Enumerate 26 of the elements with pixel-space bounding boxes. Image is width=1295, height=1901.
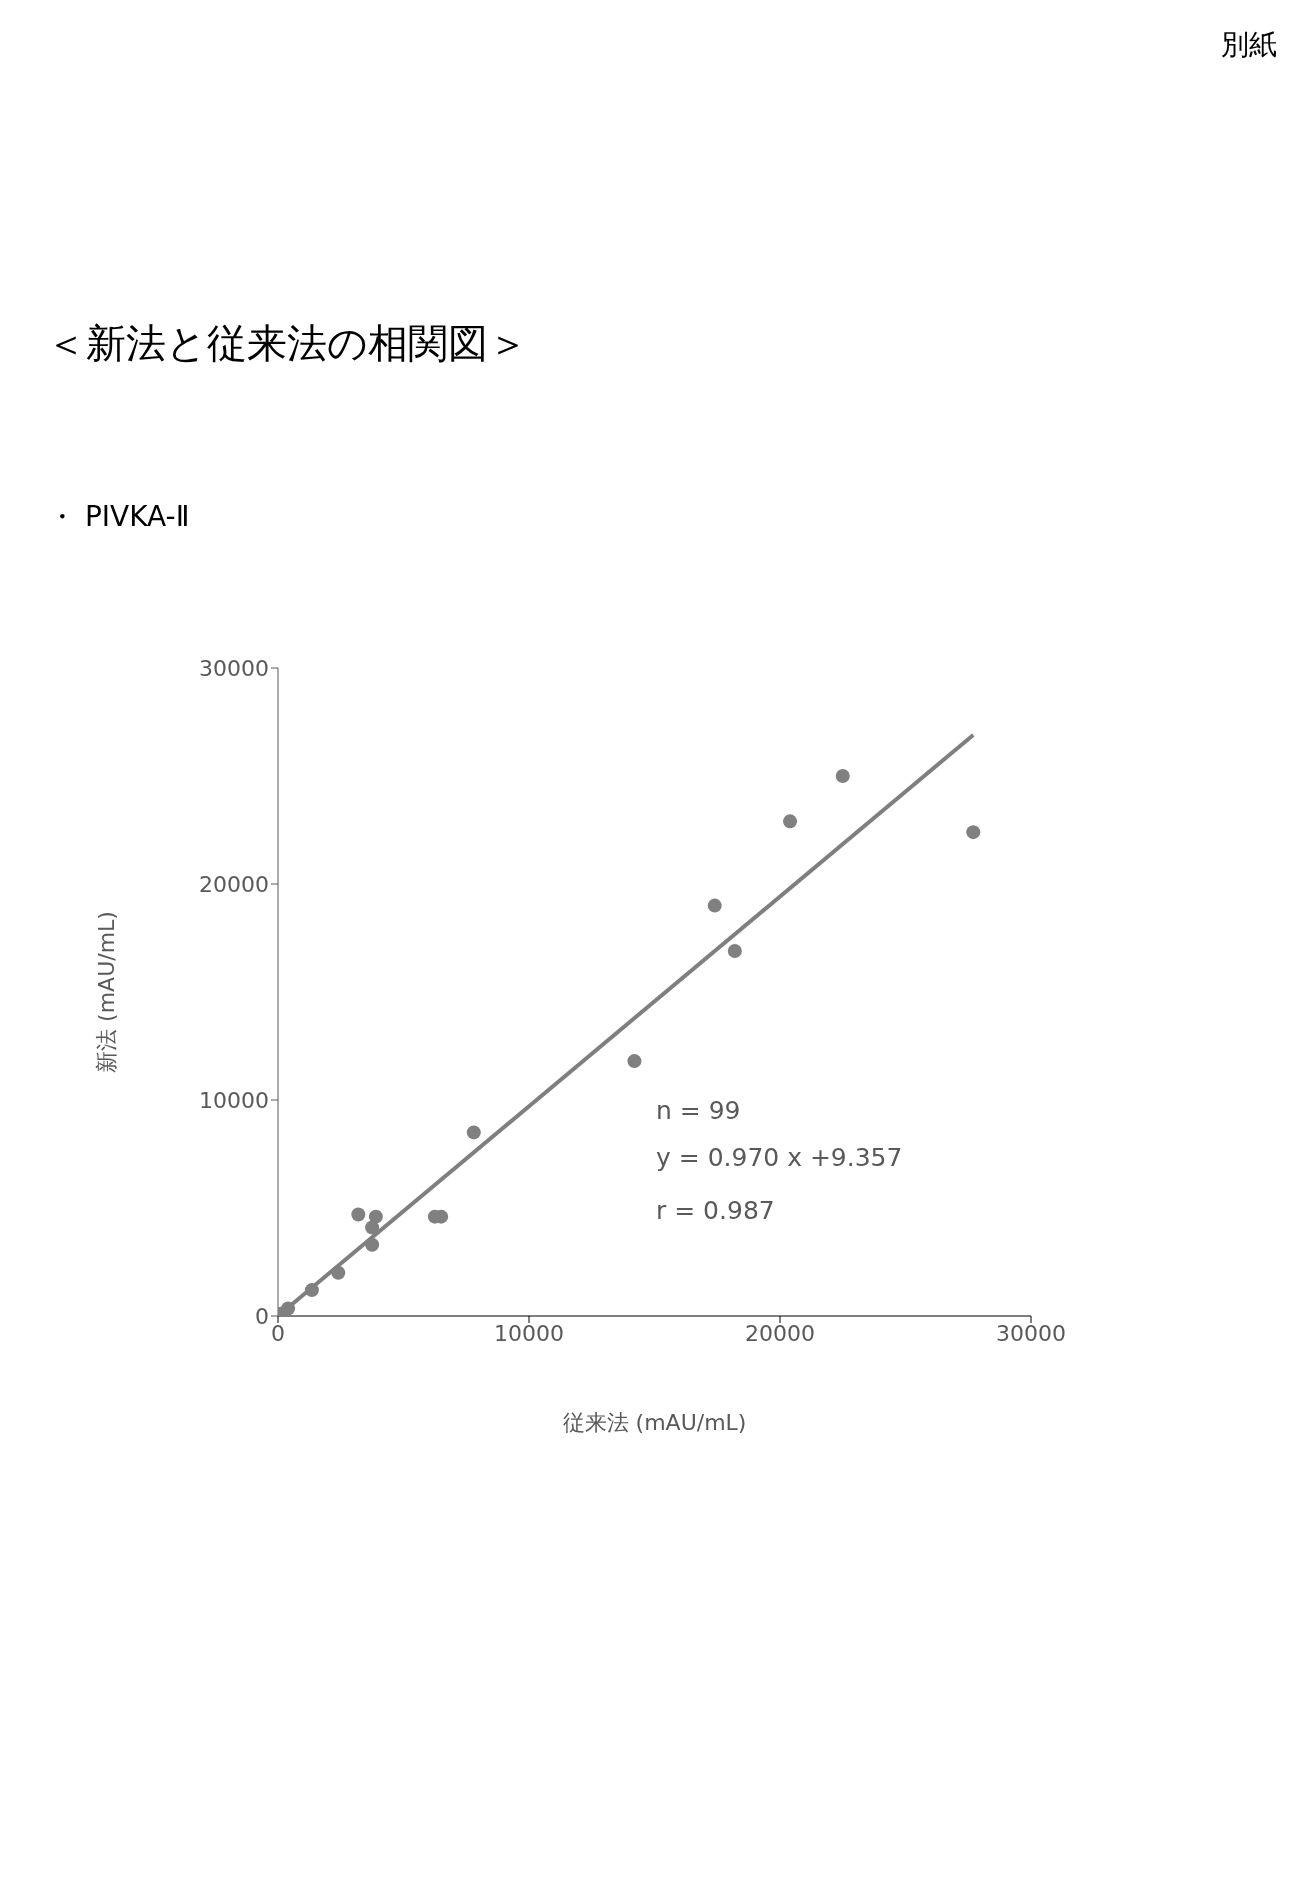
- annotation: n = 99: [656, 1096, 741, 1125]
- annotation: y = 0.970 x +9.357: [656, 1143, 903, 1172]
- point: [707, 898, 722, 913]
- point: [966, 825, 981, 840]
- point: [783, 814, 798, 829]
- point: [368, 1209, 383, 1224]
- point: [466, 1125, 481, 1140]
- point: [627, 1054, 642, 1069]
- point: [835, 769, 850, 783]
- y-tick-label: 30000: [199, 655, 269, 681]
- y-tick-label: 0: [255, 1303, 269, 1329]
- chart-title: ＜新法と従来法の相関図＞: [46, 319, 528, 368]
- chart-subtitle: ・ PIVKA-Ⅱ: [48, 499, 190, 535]
- x-axis-title: 従来法 (mAU/mL): [562, 1410, 747, 1435]
- text: 別紙: [1221, 27, 1277, 63]
- x-tick-label: 10000: [494, 1320, 564, 1346]
- y-tick-label: 20000: [199, 871, 269, 897]
- point: [351, 1207, 366, 1222]
- annotation: r = 0.987: [656, 1196, 775, 1225]
- y-axis-title: 新法 (mAU/mL): [93, 911, 119, 1073]
- x-tick-label: 30000: [996, 1320, 1066, 1346]
- x-tick-label: 0: [271, 1320, 285, 1346]
- y-tick-label: 10000: [199, 1087, 269, 1113]
- point: [365, 1220, 380, 1235]
- point: [727, 943, 742, 958]
- x-tick-label: 20000: [745, 1320, 815, 1346]
